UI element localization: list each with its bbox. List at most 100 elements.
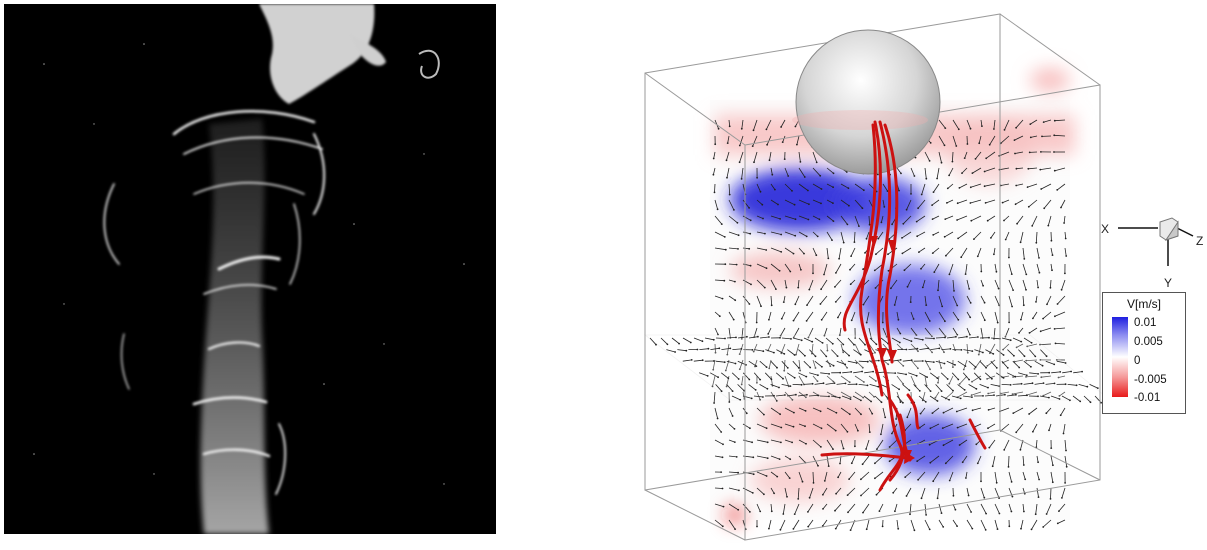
vector-arrowhead	[955, 336, 957, 338]
vector-arrowhead	[866, 528, 868, 530]
vector-arrowhead	[1008, 257, 1010, 259]
vector-arrowhead	[674, 351, 676, 353]
vector-arrowhead	[864, 344, 866, 346]
vector-arrowhead	[718, 128, 720, 130]
vector-arrowhead	[1048, 429, 1050, 431]
vector-arrowhead	[1020, 319, 1022, 321]
vector-arrowhead	[1011, 273, 1013, 275]
vector-arrowhead	[1011, 481, 1013, 483]
vector-arrowhead	[874, 477, 876, 479]
vector-arrowhead	[825, 356, 827, 358]
vector-arrowhead	[857, 430, 859, 432]
vector-arrowhead	[793, 412, 795, 414]
vector-arrowhead	[956, 219, 958, 221]
vector-arrowhead	[854, 445, 856, 447]
vector-arrowhead	[853, 344, 855, 346]
vector-arrowhead	[763, 414, 765, 416]
vector-arrowhead	[737, 222, 739, 224]
vector-arrowhead	[978, 142, 980, 144]
vector-arrowhead	[771, 510, 773, 512]
vector-arrowhead	[808, 289, 810, 291]
vector-arrowhead	[932, 412, 934, 414]
vector-arrowhead	[1032, 431, 1034, 433]
vector-arrowhead	[917, 479, 919, 481]
vector-arrowhead	[858, 225, 860, 227]
vector-arrow	[1051, 488, 1052, 499]
vector-arrowhead	[945, 462, 947, 464]
vector-arrowhead	[766, 427, 768, 429]
vector-arrowhead	[1048, 372, 1050, 374]
vector-arrowhead	[720, 471, 722, 473]
vector-arrowhead	[874, 462, 876, 464]
vector-arrowhead	[944, 236, 946, 238]
vector-arrowhead	[922, 287, 924, 289]
vector-arrowhead	[809, 497, 811, 499]
vector-arrowhead	[817, 236, 819, 238]
vector-arrowhead	[828, 465, 830, 467]
vector-arrowhead	[734, 441, 736, 443]
vector-arrow	[1043, 520, 1051, 527]
vector-arrowhead	[713, 339, 715, 341]
vector-arrowhead	[956, 305, 958, 307]
vector-arrowhead	[970, 511, 972, 513]
vector-arrowhead	[941, 162, 943, 164]
vector-arrowhead	[717, 376, 719, 378]
vector-arrowhead	[783, 353, 785, 355]
vector-arrowhead	[876, 494, 878, 496]
vector-arrowhead	[985, 513, 987, 515]
vector-arrowhead	[721, 390, 723, 392]
vector-arrowhead	[809, 367, 811, 369]
vector-arrowhead	[766, 366, 768, 368]
vector-arrowhead	[922, 339, 924, 341]
vector-arrowhead	[997, 322, 999, 324]
vector-arrowhead	[789, 477, 791, 479]
vector-arrow	[911, 520, 914, 530]
vector-arrowhead	[992, 353, 994, 355]
z-axis-label: Z	[1196, 234, 1203, 248]
vector-arrowhead	[1046, 513, 1048, 515]
vector-arrowhead	[734, 428, 736, 430]
vector-arrowhead	[933, 271, 935, 273]
vector-arrowhead	[942, 427, 944, 429]
vector-arrowhead	[1046, 355, 1048, 357]
vector-arrowhead	[749, 511, 751, 513]
vector-arrowhead	[880, 433, 882, 435]
vector-arrowhead	[1052, 254, 1054, 256]
vector-arrowhead	[850, 398, 852, 400]
vector-arrowhead	[900, 173, 902, 175]
vector-arrowhead	[718, 347, 720, 349]
vector-arrowhead	[837, 317, 839, 319]
vector-arrowhead	[728, 401, 730, 403]
vector-arrowhead	[960, 256, 962, 258]
vector-arrowhead	[1030, 137, 1032, 139]
vector-arrowhead	[1004, 129, 1006, 131]
vector-arrowhead	[738, 234, 740, 236]
vector-arrowhead	[860, 413, 862, 415]
vector-arrowhead	[713, 174, 715, 176]
vector-arrowhead	[804, 425, 806, 427]
vector-arrowhead	[1050, 498, 1052, 500]
vector-arrowhead	[1061, 497, 1063, 499]
vector-arrowhead	[678, 343, 680, 345]
vector-arrowhead	[733, 209, 735, 211]
vector-arrowhead	[832, 343, 834, 345]
vector-arrowhead	[748, 248, 750, 250]
vector-arrowhead	[898, 190, 900, 192]
vector-arrowhead	[949, 480, 951, 482]
vector-arrowhead	[984, 185, 986, 187]
vector-arrow	[1032, 520, 1038, 529]
vector-arrowhead	[765, 249, 767, 251]
vector-arrowhead	[970, 202, 972, 204]
vector-arrowhead	[967, 143, 969, 145]
vector-arrowhead	[779, 413, 781, 415]
vector-arrowhead	[1020, 449, 1022, 451]
legend-tick: 0.01	[1134, 317, 1156, 329]
vector-arrowhead	[889, 446, 891, 448]
vector-arrowhead	[838, 258, 840, 260]
vector-arrowhead	[1011, 511, 1013, 513]
vector-arrowhead	[737, 248, 739, 250]
vector-arrowhead	[1023, 511, 1025, 513]
vector-arrowhead	[732, 415, 734, 417]
vector-arrowhead	[874, 270, 876, 272]
vector-arrowhead	[719, 315, 721, 317]
